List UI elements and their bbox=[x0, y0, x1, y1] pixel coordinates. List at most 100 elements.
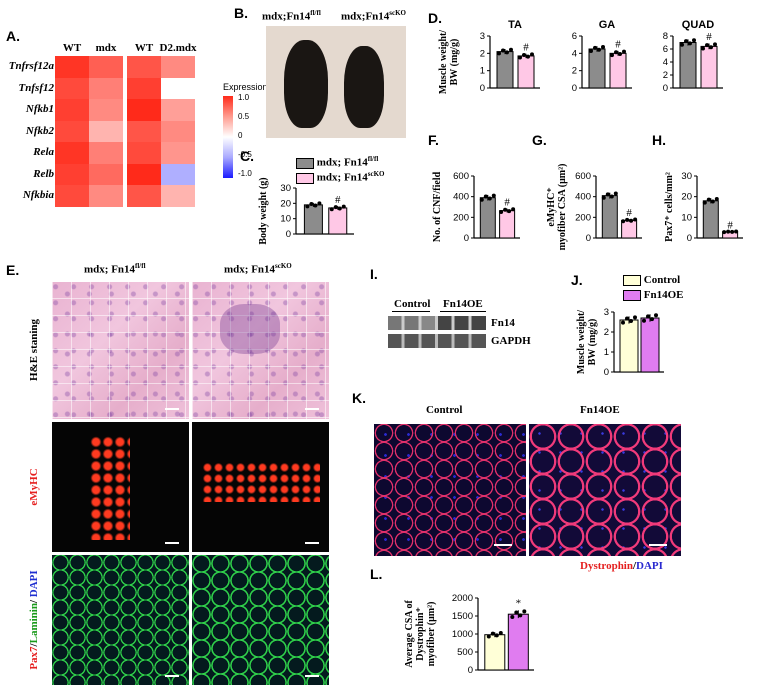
data-point bbox=[505, 50, 509, 55]
panel-d-label: D. bbox=[428, 10, 442, 26]
heatmap-cell bbox=[89, 56, 123, 78]
data-point bbox=[526, 54, 530, 59]
panel-c-legend-1: mdx; Fn14fl/fl bbox=[296, 155, 378, 169]
data-point bbox=[621, 219, 626, 224]
bar bbox=[640, 317, 660, 373]
data-point bbox=[609, 194, 614, 199]
heatmap-cell bbox=[161, 163, 195, 185]
panel-i-group1: Control bbox=[394, 298, 431, 310]
data-point bbox=[486, 634, 491, 639]
y-tick-label: 4 bbox=[663, 57, 668, 68]
data-point bbox=[514, 610, 519, 615]
data-point bbox=[337, 206, 342, 211]
data-point bbox=[333, 205, 338, 210]
panel-e-col2: mdx; Fn14scKO bbox=[224, 262, 292, 276]
data-point bbox=[487, 196, 492, 201]
significance-mark: * bbox=[516, 598, 522, 610]
heatmap-gene-2: Nfkb1 bbox=[25, 103, 54, 115]
panel-g-ylabel: eMyHC⁺myofiber CSA (μm²) bbox=[546, 164, 568, 251]
data-point bbox=[313, 203, 318, 208]
y-tick-label: 6 bbox=[663, 44, 668, 55]
mouse-photo bbox=[266, 26, 406, 138]
significance-mark: # bbox=[523, 41, 529, 53]
bar bbox=[619, 319, 639, 373]
heatmap-cell bbox=[161, 142, 195, 164]
dystrophin-image-control bbox=[374, 424, 526, 556]
panel-i-group2-line bbox=[440, 311, 486, 312]
y-tick-label: 20 bbox=[280, 198, 291, 209]
data-point bbox=[650, 317, 654, 322]
data-point bbox=[329, 207, 334, 212]
mouse-sckO bbox=[344, 46, 384, 128]
heatmap-col-1: mdx bbox=[95, 42, 117, 54]
significance-mark: # bbox=[706, 31, 712, 43]
heatmap-cell bbox=[89, 120, 123, 142]
y-tick-label: 20 bbox=[681, 192, 692, 203]
data-point bbox=[605, 192, 610, 197]
data-point bbox=[510, 614, 515, 619]
heatmap-cell bbox=[55, 56, 89, 78]
panel-e-row2-label: eMyHC bbox=[28, 468, 40, 506]
data-point bbox=[507, 209, 512, 214]
emyhc-image-control bbox=[52, 422, 189, 552]
panel-f-label: F. bbox=[428, 132, 439, 148]
data-point bbox=[713, 42, 717, 47]
data-point bbox=[614, 50, 618, 55]
data-point bbox=[498, 630, 503, 635]
bar bbox=[303, 204, 323, 235]
he-image-control bbox=[52, 282, 189, 419]
data-point bbox=[726, 229, 731, 234]
data-point bbox=[499, 209, 504, 214]
data-point bbox=[709, 45, 713, 50]
y-tick-label: 400 bbox=[453, 192, 469, 203]
data-point bbox=[501, 48, 505, 53]
data-point bbox=[692, 38, 696, 43]
data-point bbox=[610, 53, 614, 58]
heatmap-cell bbox=[161, 120, 195, 142]
panel-e-row3-label: Pax7/Laminin/ DAPI bbox=[28, 570, 40, 670]
significance-mark: # bbox=[335, 194, 341, 206]
panel-h-label: H. bbox=[652, 132, 666, 148]
heatmap-cell bbox=[127, 185, 161, 207]
panel-i-band2: GAPDH bbox=[491, 335, 531, 347]
heatmap-col-2: WT bbox=[134, 42, 154, 54]
bar bbox=[679, 42, 697, 89]
data-point bbox=[730, 229, 735, 234]
heatmap-cell bbox=[127, 77, 161, 99]
y-tick-label: 4 bbox=[572, 48, 577, 59]
y-tick-label: 3 bbox=[604, 307, 609, 318]
y-tick-label: 10 bbox=[280, 214, 291, 225]
data-point bbox=[522, 52, 526, 57]
data-point bbox=[522, 609, 527, 614]
data-point bbox=[629, 319, 633, 324]
panel-c-legend-2: mdx; Fn14scKO bbox=[296, 170, 385, 184]
bar bbox=[609, 52, 627, 89]
panel-i-band1: Fn14 bbox=[491, 317, 515, 329]
panel-j-legend-1: Control bbox=[623, 274, 680, 286]
y-tick-label: 30 bbox=[681, 171, 692, 182]
data-point bbox=[511, 207, 516, 212]
data-point bbox=[629, 218, 634, 223]
subplot-title: TA bbox=[508, 19, 522, 31]
heatmap-gene-4: Rela bbox=[33, 146, 54, 158]
y-tick-label: 1 bbox=[604, 347, 609, 358]
y-tick-label: 30 bbox=[280, 183, 291, 194]
heatmap-cell bbox=[127, 120, 161, 142]
heatmap-legend-tick: -0.5 bbox=[238, 150, 252, 159]
data-point bbox=[503, 207, 508, 212]
data-point bbox=[479, 197, 484, 202]
heatmap-cell bbox=[89, 142, 123, 164]
y-tick-label: 8 bbox=[663, 31, 668, 42]
data-point bbox=[509, 47, 513, 52]
y-tick-label: 2000 bbox=[452, 593, 473, 604]
y-tick-label: 200 bbox=[575, 212, 591, 223]
data-point bbox=[601, 45, 605, 50]
blot-fn14 bbox=[388, 316, 486, 330]
bar bbox=[702, 200, 719, 239]
data-point bbox=[705, 43, 709, 48]
subplot-title: QUAD bbox=[682, 19, 714, 31]
data-point bbox=[618, 52, 622, 57]
heatmap-legend-tick: 1.0 bbox=[238, 93, 250, 102]
heatmap-cell bbox=[127, 163, 161, 185]
